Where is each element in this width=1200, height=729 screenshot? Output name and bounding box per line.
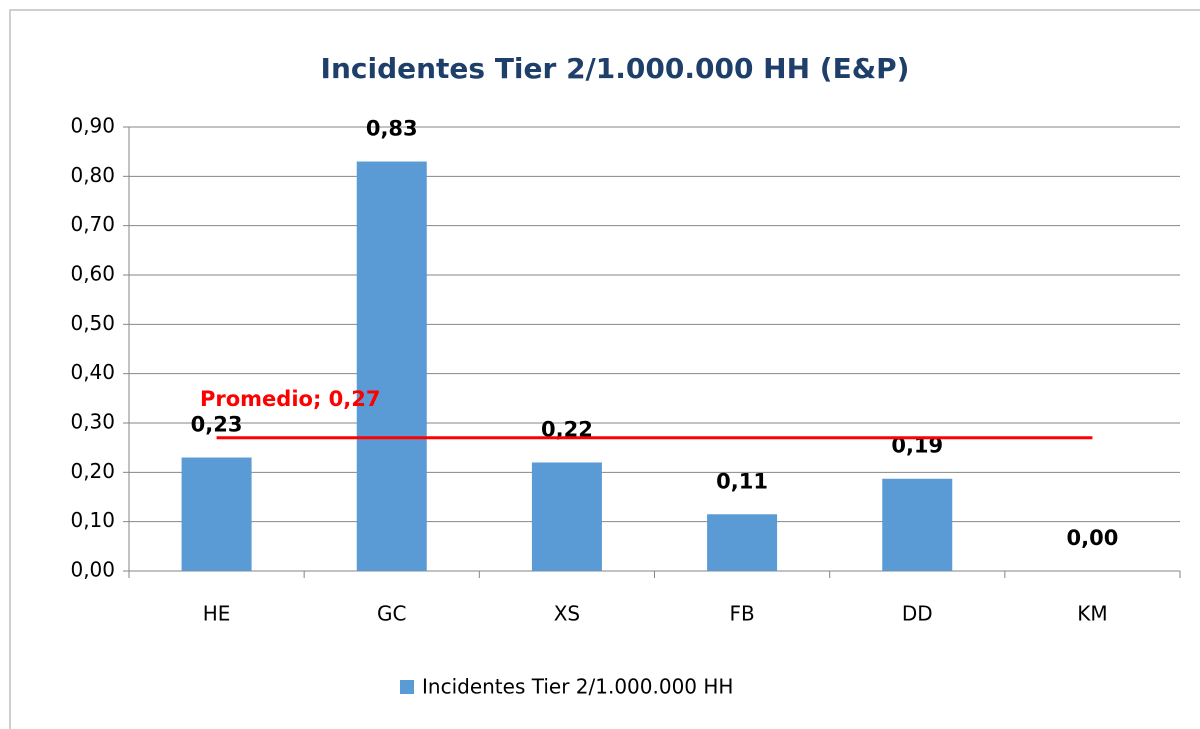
- y-tick-label: 0,60: [70, 262, 115, 286]
- legend-label: Incidentes Tier 2/1.000.000 HH: [422, 675, 733, 699]
- bar: [882, 478, 953, 571]
- average-label: Promedio; 0,27: [200, 387, 380, 411]
- y-tick-label: 0,30: [70, 410, 115, 434]
- value-label: 0,11: [716, 469, 768, 493]
- y-tick-label: 0,10: [70, 508, 115, 532]
- x-tick-label: DD: [902, 602, 933, 626]
- y-tick-label: 0,70: [70, 212, 115, 236]
- bar: [181, 457, 252, 571]
- y-tick-label: 0,50: [70, 311, 115, 335]
- value-label: 0,23: [191, 413, 243, 437]
- legend-swatch: [400, 680, 414, 694]
- x-tick-label: HE: [203, 602, 231, 626]
- x-tick-label: GC: [377, 602, 406, 626]
- bar: [356, 161, 427, 572]
- chart-border: [9, 9, 1200, 729]
- y-tick-label: 0,90: [70, 114, 115, 138]
- x-tick-label: KM: [1077, 602, 1107, 626]
- y-tick-label: 0,00: [70, 558, 115, 582]
- y-tick-label: 0,20: [70, 459, 115, 483]
- bar: [707, 514, 778, 571]
- chart-title: Incidentes Tier 2/1.000.000 HH (E&P): [321, 52, 910, 85]
- x-tick-label: XS: [554, 602, 580, 626]
- y-tick-label: 0,80: [70, 163, 115, 187]
- value-label: 0,83: [366, 117, 418, 141]
- bar: [531, 462, 602, 571]
- value-label: 0,00: [1067, 526, 1119, 550]
- x-tick-label: FB: [729, 602, 754, 626]
- y-tick-label: 0,40: [70, 360, 115, 384]
